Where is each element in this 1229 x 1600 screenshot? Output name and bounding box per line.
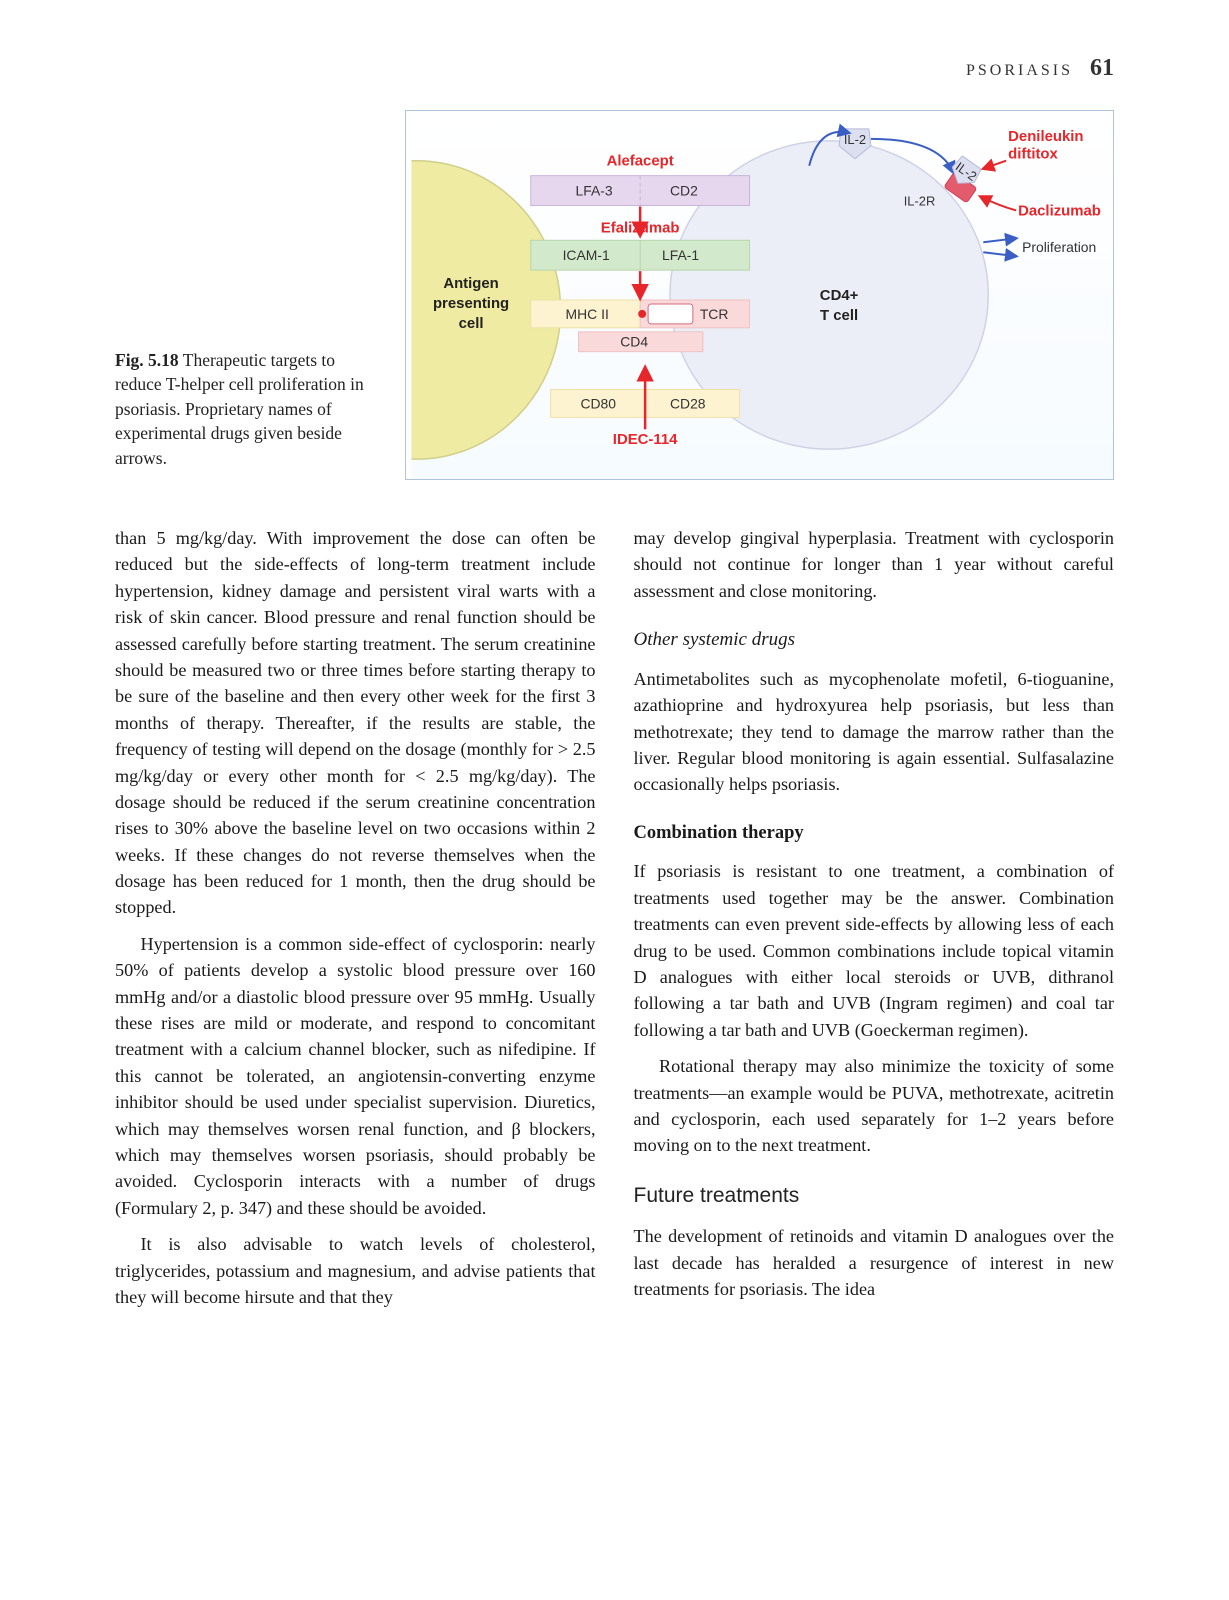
drug-alefacept: Alefacept	[607, 154, 674, 170]
label-lfa3: LFA-3	[576, 183, 613, 199]
para-4: may develop gingival hyperplasia. Treatm…	[634, 525, 1115, 604]
para-5: Antimetabolites such as mycophenolate mo…	[634, 666, 1115, 798]
figure-caption: Fig. 5.18 Therapeutic targets to reduce …	[115, 348, 375, 481]
figure-label: Fig. 5.18	[115, 350, 179, 370]
label-il2: IL-2	[844, 132, 866, 147]
label-proliferation: Proliferation	[1022, 239, 1096, 255]
antigen-dot	[638, 310, 646, 318]
label-lfa1: LFA-1	[662, 247, 699, 263]
page-number: 61	[1090, 55, 1114, 81]
para-6: If psoriasis is resistant to one treatme…	[634, 858, 1115, 1043]
para-2: Hypertension is a common side-effect of …	[115, 931, 596, 1221]
running-title: PSORIASIS	[966, 62, 1073, 79]
figure-diagram: LFA-3 CD2 ICAM-1 LFA-1 MHC II TCR CD4	[405, 110, 1114, 480]
tcell-label-1: CD4+	[820, 288, 859, 304]
drug-efalizumab: Efalizumab	[601, 220, 680, 236]
heading-other-systemic: Other systemic drugs	[634, 626, 1115, 654]
para-1: than 5 mg/kg/day. With improvement the d…	[115, 525, 596, 921]
label-tcr: TCR	[700, 306, 729, 322]
para-8: The development of retinoids and vitamin…	[634, 1223, 1115, 1302]
apc-label-3: cell	[459, 316, 484, 332]
heading-future: Future treatments	[634, 1181, 1115, 1211]
heading-combination: Combination therapy	[634, 820, 1115, 847]
label-cd4: CD4	[620, 334, 648, 350]
apc-clip	[406, 111, 411, 479]
apc-label-1: Antigen	[443, 276, 498, 292]
figure-5-18: Fig. 5.18 Therapeutic targets to reduce …	[115, 110, 1114, 480]
label-mhcii: MHC II	[566, 306, 609, 322]
body-columns: than 5 mg/kg/day. With improvement the d…	[115, 525, 1114, 1316]
drug-daclizumab: Daclizumab	[1018, 203, 1101, 219]
tcr-box	[648, 304, 693, 324]
label-icam1: ICAM-1	[563, 247, 610, 263]
running-head: PSORIASIS 61	[115, 55, 1114, 82]
para-3: It is also advisable to watch levels of …	[115, 1231, 596, 1310]
drug-diftitox: diftitox	[1008, 147, 1058, 163]
arrow-prolif-1	[983, 238, 1016, 242]
drug-idec114: IDEC-114	[613, 432, 678, 448]
drug-denileukin: Denileukin	[1008, 129, 1083, 145]
arrow-denileukin	[983, 161, 1006, 169]
arrow-prolif-2	[983, 252, 1016, 256]
para-7: Rotational therapy may also minimize the…	[634, 1053, 1115, 1159]
label-cd28: CD28	[670, 395, 706, 411]
label-cd80: CD80	[580, 395, 616, 411]
apc-label-2: presenting	[433, 296, 509, 312]
arrow-daclizumab	[980, 197, 1016, 211]
label-cd2: CD2	[670, 183, 698, 199]
tcell-label-2: T cell	[820, 308, 858, 324]
label-il2r: IL-2R	[904, 193, 936, 208]
